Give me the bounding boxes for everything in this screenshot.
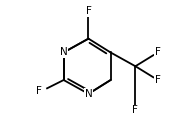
Text: F: F: [155, 75, 160, 85]
Text: F: F: [133, 105, 138, 115]
Text: F: F: [36, 86, 42, 96]
Text: N: N: [60, 47, 67, 57]
Text: F: F: [155, 47, 160, 57]
Text: N: N: [85, 89, 92, 99]
Text: F: F: [86, 6, 91, 16]
